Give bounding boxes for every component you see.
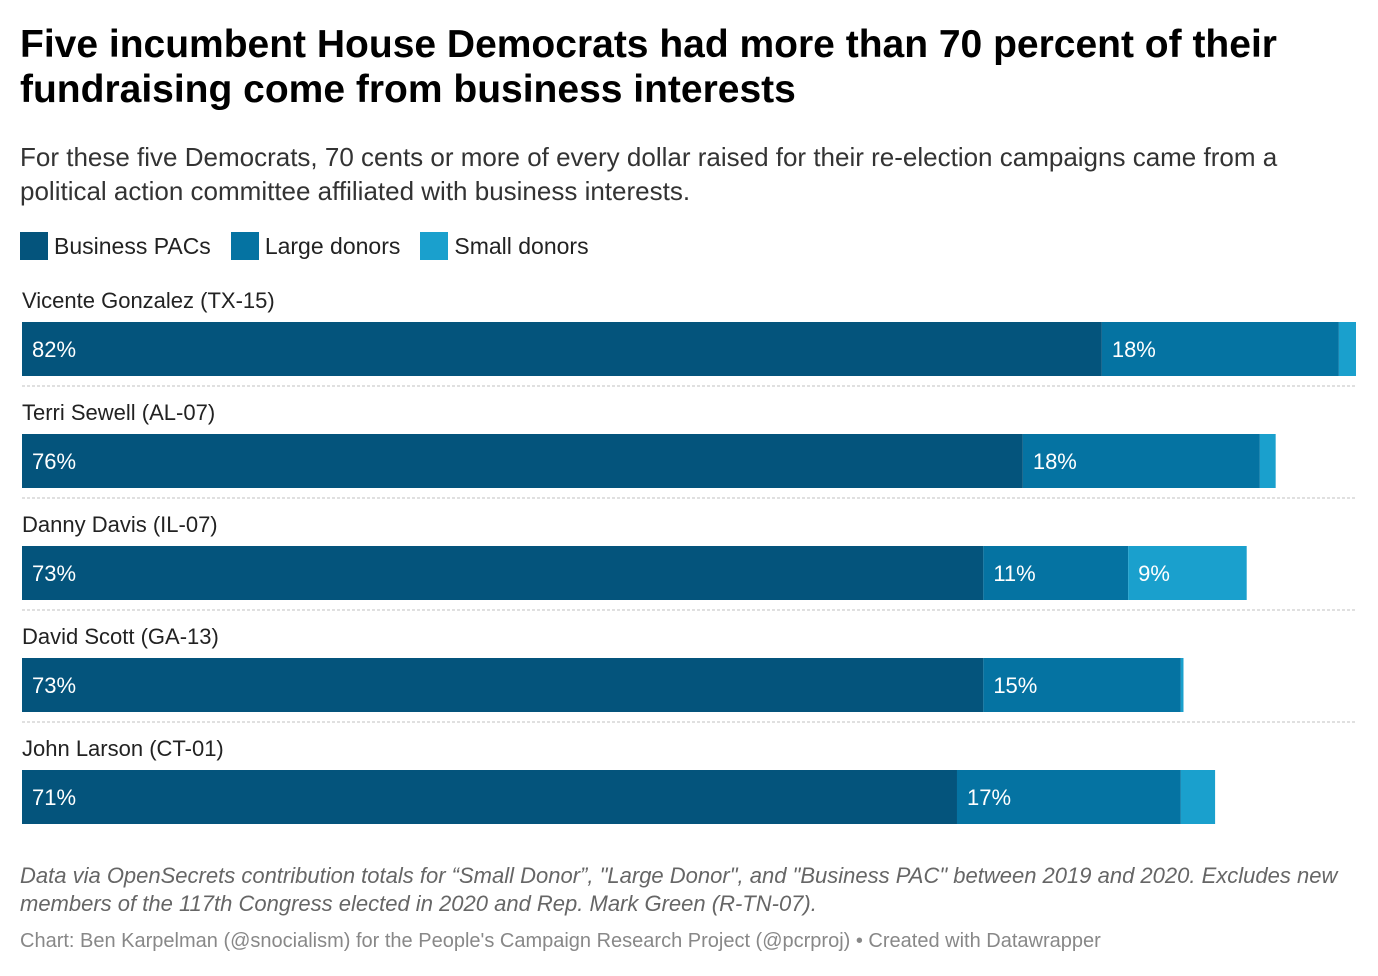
data-label: 18% bbox=[1112, 337, 1156, 362]
chart-title: Five incumbent House Democrats had more … bbox=[20, 23, 1277, 111]
bar-segment-small-donors bbox=[1128, 546, 1247, 600]
legend-swatch-large-donors bbox=[230, 232, 259, 260]
bar-row-terri-sewell-al-07: Terri Sewell (AL-07) 76% 18% bbox=[22, 400, 1356, 499]
bar-row-vicente-gonzalez-tx-15: Vicente Gonzalez (TX-15) 82% 18% bbox=[22, 288, 1356, 387]
data-label: 15% bbox=[993, 673, 1037, 698]
bar-segment-large-donors bbox=[956, 770, 1181, 824]
legend-item-business-pacs: Business PACs bbox=[20, 232, 211, 260]
legend-swatch-small-donors bbox=[420, 232, 449, 260]
category-label: John Larson (CT-01) bbox=[22, 736, 224, 761]
data-label: 73% bbox=[32, 673, 76, 698]
bar-segment-large-donors bbox=[983, 658, 1181, 712]
bar-segment-large-donors bbox=[1101, 322, 1339, 376]
category-label: Danny Davis (IL-07) bbox=[22, 512, 218, 537]
legend: Business PACs Large donors Small donors bbox=[20, 230, 609, 262]
data-label: 11% bbox=[993, 561, 1035, 586]
bar-row-danny-davis-il-07: Danny Davis (IL-07) 73% 11% 9% bbox=[22, 512, 1356, 611]
bar-segment-small-donors bbox=[1180, 658, 1184, 712]
data-label: 18% bbox=[1033, 449, 1077, 474]
stacked-bar-chart: Vicente Gonzalez (TX-15)82% 18%Terri Sewe… bbox=[22, 288, 1356, 824]
bar-segment-business-pacs bbox=[22, 322, 1102, 376]
chart-credit: Chart: Ben Karpelman (@snocialism) for t… bbox=[20, 930, 1101, 952]
bar-segment-small-donors bbox=[1259, 434, 1276, 488]
legend-item-large-donors: Large donors bbox=[230, 232, 401, 260]
bar-segment-business-pacs bbox=[22, 770, 957, 824]
chart-subtitle: For these five Democrats, 70 cents or mo… bbox=[20, 142, 1278, 206]
legend-swatch-business-pacs bbox=[20, 232, 48, 260]
bar-segment-small-donors bbox=[1338, 322, 1356, 376]
bar-segment-business-pacs bbox=[22, 434, 1023, 488]
category-label: Terri Sewell (AL-07) bbox=[22, 400, 215, 425]
bar-segment-large-donors bbox=[1022, 434, 1260, 488]
legend-label-large-donors: Large donors bbox=[264, 232, 401, 259]
bar-segment-small-donors bbox=[1180, 770, 1216, 824]
bar-segment-business-pacs bbox=[22, 546, 984, 600]
bar-segment-large-donors bbox=[983, 546, 1129, 600]
data-label: 76% bbox=[32, 449, 76, 474]
legend-label-small-donors: Small donors bbox=[454, 232, 589, 259]
legend-item-small-donors: Small donors bbox=[420, 232, 589, 260]
data-label: 73% bbox=[32, 561, 76, 586]
category-label: David Scott (GA-13) bbox=[22, 624, 219, 649]
bar-row-john-larson-ct-01: John Larson (CT-01) 71% 17% bbox=[22, 736, 1216, 824]
data-label: 71% bbox=[32, 785, 76, 810]
category-label: Vicente Gonzalez (TX-15) bbox=[22, 288, 275, 313]
chart-notes: Data via OpenSecrets contribution totals… bbox=[20, 863, 1338, 916]
bar-row-david-scott-ga-13: David Scott (GA-13) 73% 15% bbox=[22, 624, 1356, 723]
data-label: 17% bbox=[967, 785, 1011, 810]
bar-segment-business-pacs bbox=[22, 658, 984, 712]
data-label: 82% bbox=[32, 337, 76, 362]
data-label: 9% bbox=[1138, 561, 1170, 586]
legend-label-business-pacs: Business PACs bbox=[54, 232, 211, 259]
